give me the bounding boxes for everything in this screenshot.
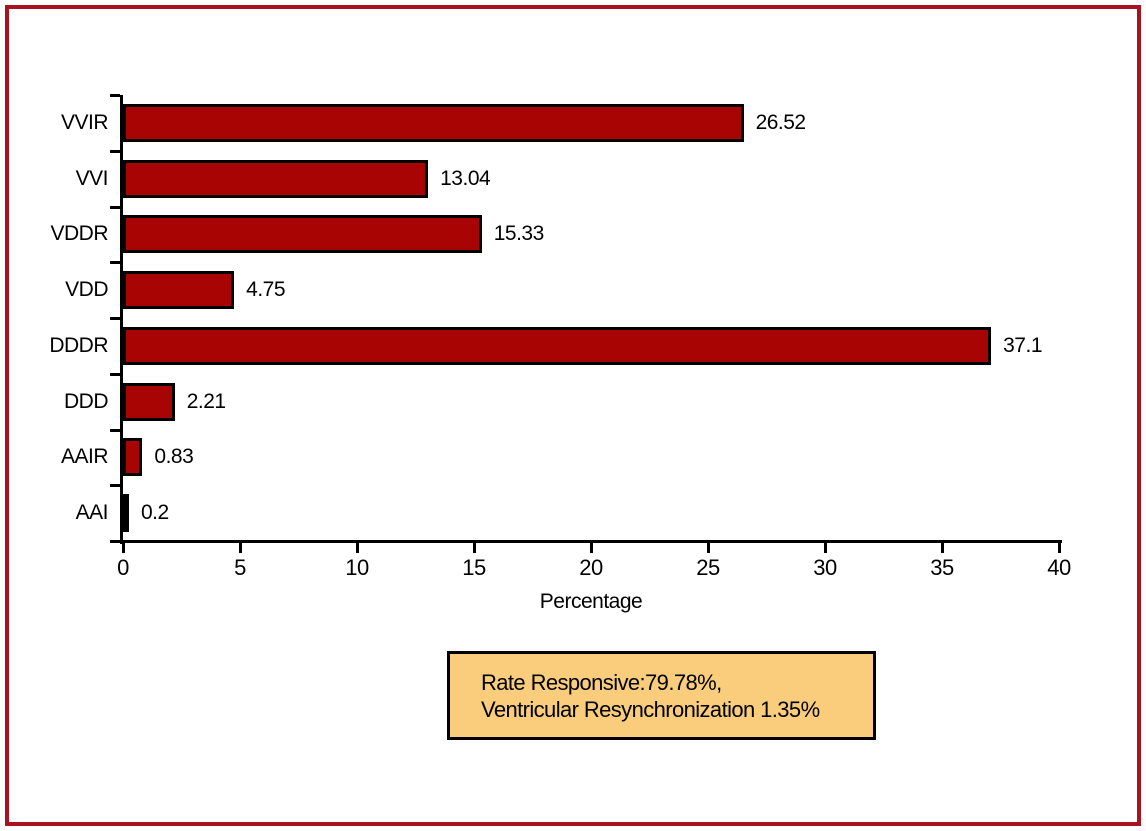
bar-vdd — [123, 271, 235, 310]
value-label-vvir: 26.52 — [755, 110, 807, 134]
x-axis-tick — [590, 543, 593, 553]
y-axis-line — [120, 95, 123, 544]
category-label-aai: AAI — [75, 501, 109, 525]
bar-vvir — [123, 103, 744, 142]
x-axis-line — [110, 540, 1062, 543]
x-axis-tick — [473, 543, 476, 553]
x-tick-label: 20 — [579, 555, 603, 580]
x-axis-tick — [122, 543, 125, 553]
bar-aai — [123, 494, 129, 533]
y-axis-tick — [110, 317, 120, 320]
x-axis-tick — [356, 543, 359, 553]
category-label-ddd: DDD — [64, 389, 109, 413]
category-label-vddr: VDDR — [50, 222, 108, 246]
annotation-box: Rate Responsive:79.78%, Ventricular Resy… — [447, 651, 876, 740]
x-axis-tick — [707, 543, 710, 553]
x-tick-label: 5 — [234, 555, 246, 580]
x-tick-label: 25 — [696, 555, 720, 580]
bar-vvi — [123, 159, 429, 198]
y-axis-tick — [110, 205, 120, 209]
x-tick-label: 35 — [930, 555, 954, 580]
value-label-aair: 0.83 — [154, 445, 194, 469]
value-label-vdd: 4.75 — [246, 278, 286, 302]
value-label-vvi: 13.04 — [440, 166, 491, 190]
y-axis-tick — [110, 149, 120, 153]
category-label-dddr: DDDR — [49, 333, 108, 357]
x-axis-tick — [941, 543, 944, 553]
x-tick-label: 10 — [345, 555, 369, 580]
category-label-vvir: VVIR — [60, 110, 109, 134]
value-label-aai: 0.2 — [141, 501, 169, 525]
x-tick-label: 40 — [1047, 555, 1071, 580]
x-axis-title: Percentage — [539, 590, 643, 613]
y-axis-tick — [110, 428, 120, 432]
value-label-dddr: 37.1 — [1003, 333, 1042, 357]
x-axis-tick — [824, 543, 827, 553]
y-axis-tick — [110, 261, 120, 265]
category-label-vvi: VVI — [75, 166, 109, 190]
x-axis-tick — [1058, 543, 1061, 553]
x-axis-tick — [239, 543, 242, 553]
y-axis-tick — [110, 94, 120, 97]
x-tick-label: 30 — [813, 555, 837, 580]
category-label-aair: AAIR — [60, 445, 109, 469]
x-tick-label: 0 — [117, 555, 129, 580]
y-axis-tick — [110, 540, 120, 543]
bar-dddr — [123, 326, 992, 365]
x-tick-label: 15 — [462, 555, 486, 580]
bar-vddr — [123, 215, 482, 254]
bar-ddd — [123, 382, 175, 421]
value-label-ddd: 2.21 — [186, 389, 226, 413]
y-axis-tick — [110, 484, 120, 488]
value-label-vddr: 15.33 — [493, 222, 545, 246]
annotation-line-2: Ventricular Resynchronization 1.35% — [481, 697, 820, 722]
annotation-line-1: Rate Responsive:79.78%, — [481, 670, 722, 695]
bar-aair — [123, 438, 143, 477]
y-axis-tick — [110, 372, 120, 376]
category-label-vdd: VDD — [65, 278, 108, 302]
